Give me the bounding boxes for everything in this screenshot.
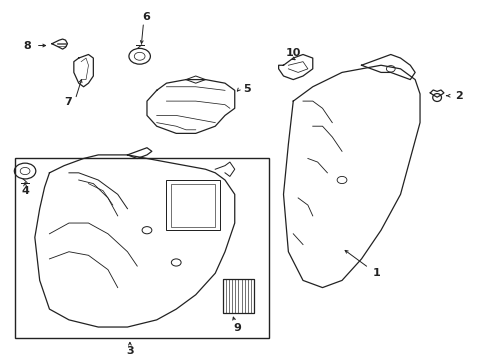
Text: 6: 6 <box>142 12 150 22</box>
Text: 2: 2 <box>454 91 462 101</box>
Text: 5: 5 <box>243 84 250 94</box>
Text: 4: 4 <box>21 186 29 196</box>
Bar <box>171 184 215 226</box>
Text: 9: 9 <box>233 323 241 333</box>
Text: 7: 7 <box>64 97 72 107</box>
Text: 3: 3 <box>126 346 133 356</box>
Text: 1: 1 <box>371 268 379 278</box>
Bar <box>15 158 268 338</box>
Bar <box>222 279 254 313</box>
Text: 8: 8 <box>23 41 31 50</box>
Bar <box>166 180 220 230</box>
Text: 10: 10 <box>285 48 300 58</box>
